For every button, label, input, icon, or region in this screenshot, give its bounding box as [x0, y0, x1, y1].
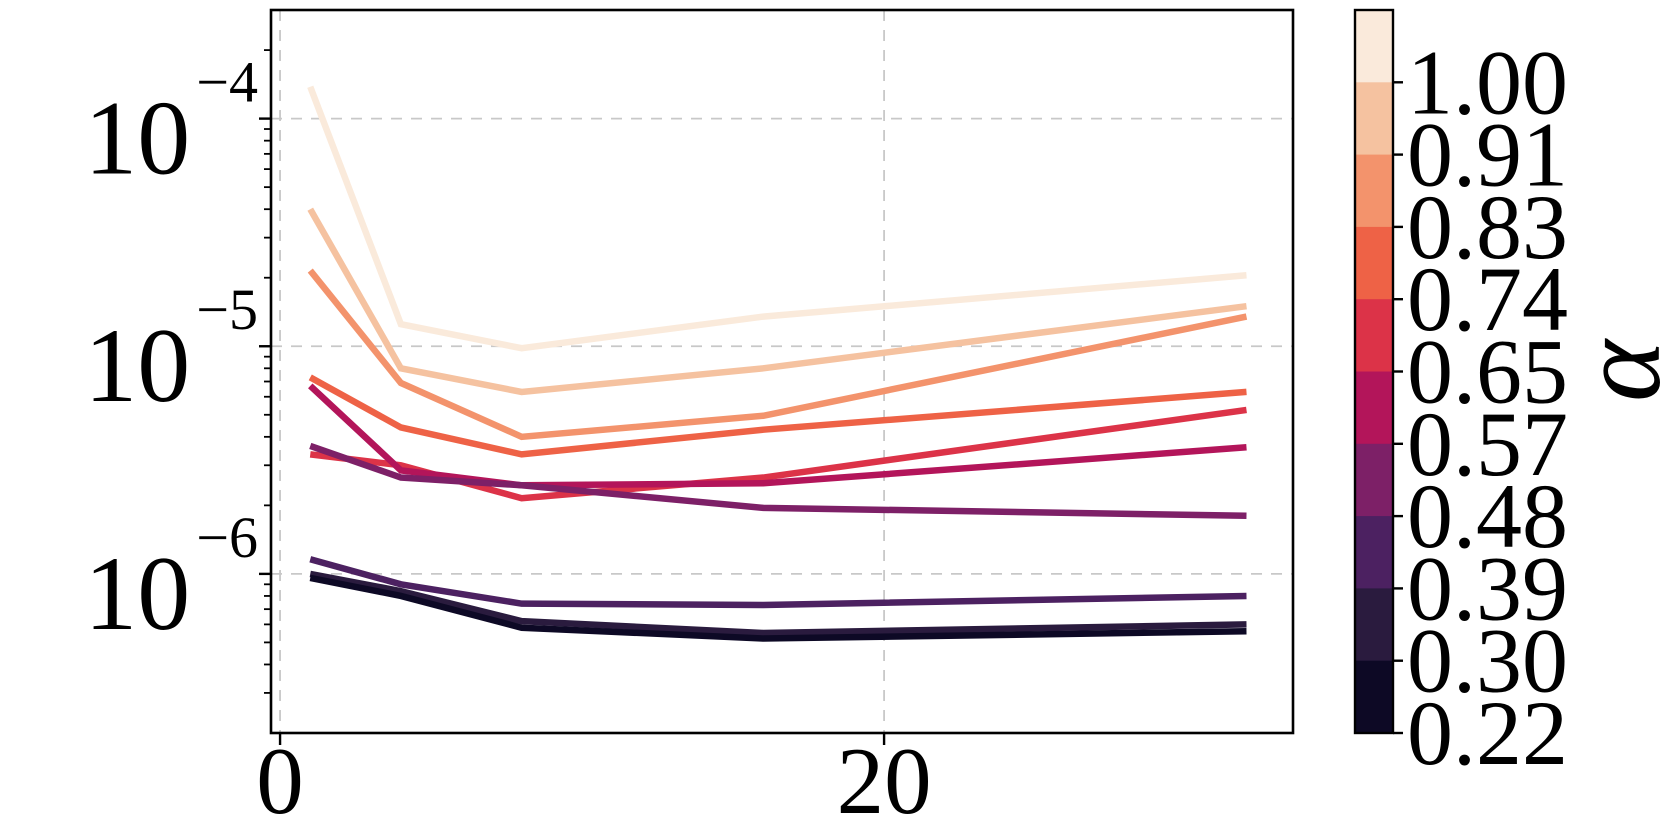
- colorbar-band: [1355, 660, 1393, 734]
- colorbar-band: [1355, 516, 1393, 590]
- colorbar-tick-label: 0.48: [1407, 465, 1568, 567]
- y-tick-label: 10 −6: [84, 505, 258, 652]
- colorbar-tick-label: 0.65: [1407, 321, 1568, 423]
- series-line-alpha-0.30: [309, 570, 1247, 637]
- series-line-alpha-0.22: [309, 574, 1247, 642]
- colorbar-tick-label: 0.30: [1407, 610, 1568, 712]
- series-line-alpha-0.48: [309, 442, 1247, 520]
- colorbar: 1.000.910.830.740.650.570.480.390.300.22: [1353, 8, 1568, 784]
- colorbar-band: [1355, 371, 1393, 445]
- colorbar-band: [1355, 226, 1393, 300]
- colorbar-tick-label: 0.57: [1407, 393, 1568, 495]
- colorbar-tick-label: 0.39: [1407, 537, 1568, 639]
- colorbar-band: [1355, 299, 1393, 373]
- plot-border: [269, 8, 1295, 735]
- colorbar-band: [1355, 10, 1393, 84]
- colorbar-tick-label: 0.74: [1407, 248, 1568, 350]
- colorbar-band: [1355, 588, 1393, 662]
- y-tick-label: 10 −5: [84, 277, 258, 424]
- colorbar-tick-label: 0.91: [1407, 104, 1568, 206]
- x-tick-label: 0: [256, 728, 304, 834]
- series-line-alpha-1.00: [307, 85, 1247, 352]
- series-line-alpha-0.65: [309, 406, 1247, 502]
- colorbar-tick-label: 0.83: [1407, 176, 1568, 278]
- colorbar-tick-label: 0.22: [1407, 682, 1568, 784]
- axis-ticks: [259, 49, 886, 745]
- series-line-alpha-0.74: [308, 374, 1247, 458]
- series-lines: [307, 85, 1248, 642]
- gridlines: [271, 10, 1293, 733]
- colorbar-band: [1355, 443, 1393, 517]
- colorbar-band: [1355, 154, 1393, 228]
- series-line-alpha-0.83: [307, 268, 1248, 441]
- series-line-alpha-0.91: [307, 207, 1247, 396]
- colorbar-tick-label: 1.00: [1407, 31, 1568, 133]
- colorbar-title: α: [1554, 303, 1660, 439]
- colorbar-band: [1355, 82, 1393, 156]
- x-tick-label: 20: [837, 728, 932, 834]
- y-tick-label: 10 −4: [84, 50, 258, 197]
- series-line-alpha-0.39: [309, 556, 1247, 609]
